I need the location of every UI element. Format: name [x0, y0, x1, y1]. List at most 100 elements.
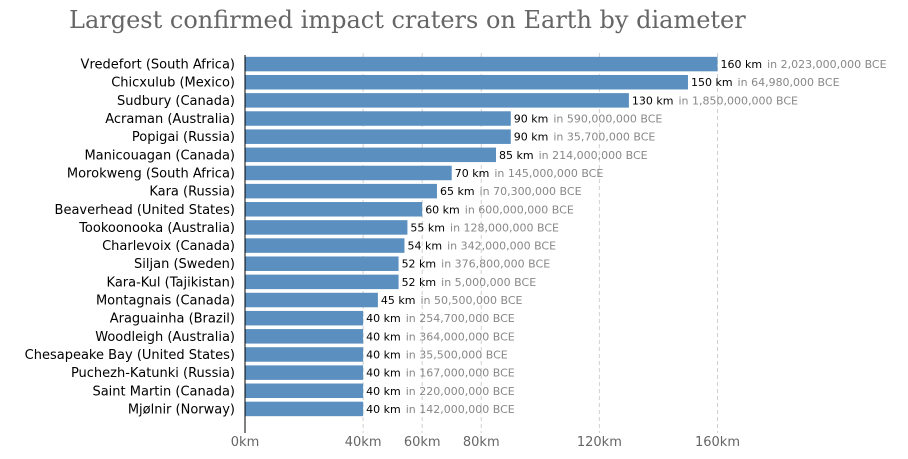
diameter-label: 150 km — [691, 76, 733, 89]
diameter-label: 52 km — [402, 276, 437, 289]
diameter-label: 90 km — [514, 131, 549, 144]
diameter-label: 60 km — [425, 203, 460, 216]
age-label: in 167,000,000 BCE — [406, 367, 515, 380]
value-label: 40 km in 364,000,000 BCE — [366, 330, 515, 343]
value-label: 52 km in 5,000,000 BCE — [402, 276, 537, 289]
category-label: Montagnais (Canada) — [96, 294, 235, 309]
age-label: in 590,000,000 BCE — [553, 113, 662, 126]
bar — [245, 329, 364, 344]
diameter-label: 70 km — [455, 167, 490, 180]
category-label: Araguainha (Brazil) — [110, 312, 235, 327]
diameter-label: 55 km — [410, 221, 445, 234]
bar — [245, 165, 452, 181]
value-label: 65 km in 70,300,000 BCE — [440, 185, 582, 198]
age-label: in 35,700,000 BCE — [553, 131, 655, 144]
x-tick-label: 60km — [404, 435, 441, 450]
value-label: 40 km in 254,700,000 BCE — [366, 312, 515, 325]
age-label: in 70,300,000 BCE — [480, 185, 582, 198]
diameter-label: 40 km — [366, 403, 401, 416]
bar — [245, 383, 364, 399]
age-label: in 376,800,000 BCE — [441, 258, 550, 271]
diameter-label: 40 km — [366, 348, 401, 361]
x-tick-labels: 0km 40km 60km 80km 120km 160km — [231, 435, 740, 450]
category-label: Woodleigh (Australia) — [95, 330, 235, 345]
category-label: Sudbury (Canada) — [117, 94, 235, 109]
age-label: in 145,000,000 BCE — [494, 167, 603, 180]
bar — [245, 292, 378, 308]
age-label: in 142,000,000 BCE — [406, 403, 515, 416]
diameter-label: 54 km — [407, 240, 442, 253]
age-label: in 214,000,000 BCE — [539, 149, 648, 162]
value-label: 85 km in 214,000,000 BCE — [499, 149, 648, 162]
diameter-label: 40 km — [366, 367, 401, 380]
age-label: in 600,000,000 BCE — [465, 203, 574, 216]
bar — [245, 365, 364, 380]
value-label: 60 km in 600,000,000 BCE — [425, 203, 574, 216]
value-label: 160 km in 2,023,000,000 BCE — [721, 58, 887, 71]
bar — [245, 220, 408, 235]
category-label: Mjølnir (Norway) — [128, 402, 235, 417]
category-label: Kara-Kul (Tajikistan) — [107, 275, 235, 290]
diameter-label: 90 km — [514, 113, 549, 126]
category-labels: Vredefort (South Africa) Chicxulub (Mexic… — [25, 58, 235, 418]
diameter-label: 160 km — [721, 58, 763, 71]
bar — [245, 147, 497, 163]
age-label: in 364,000,000 BCE — [406, 330, 515, 343]
value-label: 40 km in 220,000,000 BCE — [366, 385, 515, 398]
value-labels: 160 km in 2,023,000,000 BCE 150 km in 64,98… — [366, 58, 886, 416]
diameter-label: 40 km — [366, 330, 401, 343]
x-tick-label: 120km — [577, 435, 622, 450]
diameter-label: 40 km — [366, 385, 401, 398]
value-label: 54 km in 342,000,000 BCE — [407, 240, 556, 253]
bar — [245, 129, 511, 144]
x-tick-label: 80km — [463, 435, 500, 450]
bar — [245, 183, 437, 199]
value-label: 40 km in 167,000,000 BCE — [366, 367, 515, 380]
value-label: 90 km in 35,700,000 BCE — [514, 131, 656, 144]
category-label: Chesapeake Bay (United States) — [25, 348, 235, 363]
category-label: Chicxulub (Mexico) — [111, 76, 235, 91]
bar — [245, 202, 423, 217]
diameter-label: 52 km — [402, 258, 437, 271]
category-label: Manicouagan (Canada) — [84, 148, 235, 163]
age-label: in 5,000,000 BCE — [441, 276, 536, 289]
category-label: Beaverhead (United States) — [55, 203, 235, 218]
value-label: 130 km in 1,850,000,000 BCE — [632, 94, 798, 107]
category-label: Kara (Russia) — [149, 185, 235, 200]
age-label: in 342,000,000 BCE — [447, 240, 556, 253]
category-label: Saint Martin (Canada) — [92, 384, 235, 399]
x-tick-label: 0km — [231, 435, 259, 450]
x-tick-label: 160km — [695, 435, 740, 450]
age-label: in 128,000,000 BCE — [450, 221, 559, 234]
value-label: 40 km in 35,500,000 BCE — [366, 348, 508, 361]
category-label: Popigai (Russia) — [132, 130, 235, 145]
bar — [245, 238, 405, 253]
category-label: Charlevoix (Canada) — [102, 239, 235, 254]
bar — [245, 111, 511, 126]
diameter-label: 45 km — [381, 294, 416, 307]
category-label: Morokweng (South Africa) — [67, 166, 235, 181]
age-label: in 220,000,000 BCE — [406, 385, 515, 398]
value-label: 45 km in 50,500,000 BCE — [381, 294, 523, 307]
x-tick-label: 40km — [345, 435, 382, 450]
age-label: in 254,700,000 BCE — [406, 312, 515, 325]
bar — [245, 274, 399, 290]
bar — [245, 74, 688, 90]
age-label: in 2,023,000,000 BCE — [767, 58, 887, 71]
age-label: in 64,980,000 BCE — [738, 76, 840, 89]
bar — [245, 401, 364, 417]
chart-title: Largest confirmed impact craters on Eart… — [69, 6, 746, 34]
diameter-label: 85 km — [499, 149, 534, 162]
category-label: Tookoonooka (Australia) — [78, 221, 235, 236]
age-label: in 50,500,000 BCE — [420, 294, 522, 307]
bar — [245, 310, 364, 326]
bar — [245, 256, 399, 271]
category-label: Acraman (Australia) — [105, 112, 235, 127]
bar — [245, 93, 629, 108]
category-label: Siljan (Sweden) — [134, 257, 235, 272]
value-label: 90 km in 590,000,000 BCE — [514, 113, 663, 126]
age-label: in 1,850,000,000 BCE — [678, 94, 798, 107]
age-label: in 35,500,000 BCE — [406, 348, 508, 361]
value-label: 150 km in 64,980,000 BCE — [691, 76, 840, 89]
